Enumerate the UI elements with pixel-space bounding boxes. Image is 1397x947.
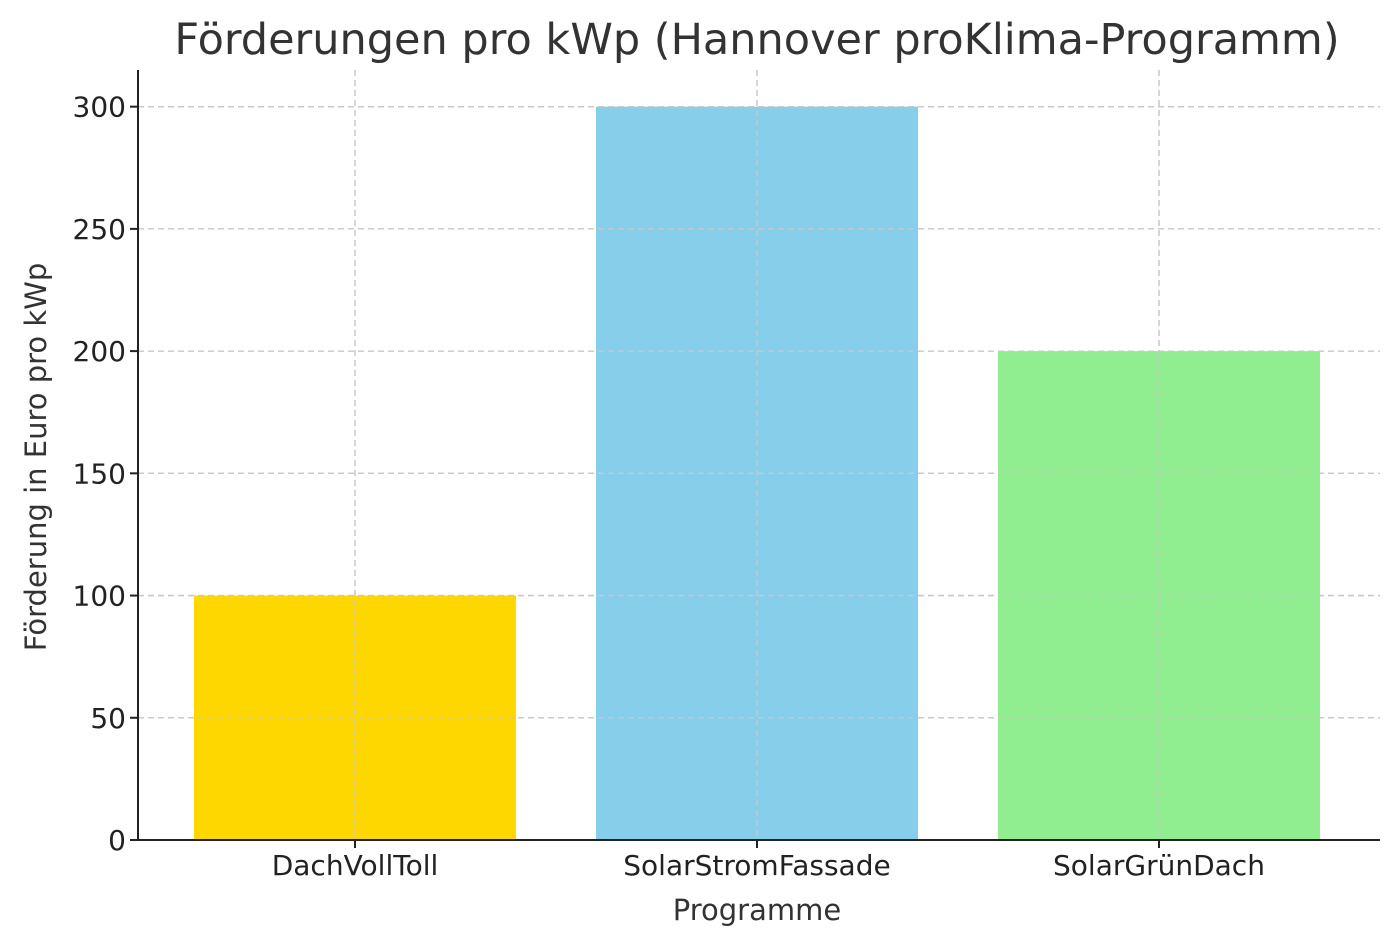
y-tick-label: 50 (90, 702, 126, 735)
x-axis-label: Programme (673, 893, 841, 927)
y-tick-label: 300 (73, 91, 126, 124)
axes: 0 50 100 150 200 250 300 DachVollToll SolarStrom… (73, 70, 1380, 882)
y-tick-label: 0 (108, 824, 126, 857)
x-tick-label: SolarStromFassade (623, 849, 890, 882)
x-tick-label: DachVollToll (272, 849, 439, 882)
y-tick-label: 100 (73, 580, 126, 613)
y-tick-label: 250 (73, 213, 126, 246)
chart-title: Förderungen pro kWp (Hannover proKlima-P… (174, 15, 1339, 65)
x-tick-label: SolarGrünDach (1053, 849, 1265, 882)
bars (138, 70, 1380, 840)
y-axis-label: Förderung in Euro pro kWp (19, 263, 53, 652)
y-tick-label: 200 (73, 335, 126, 368)
y-tick-label: 150 (73, 457, 126, 490)
